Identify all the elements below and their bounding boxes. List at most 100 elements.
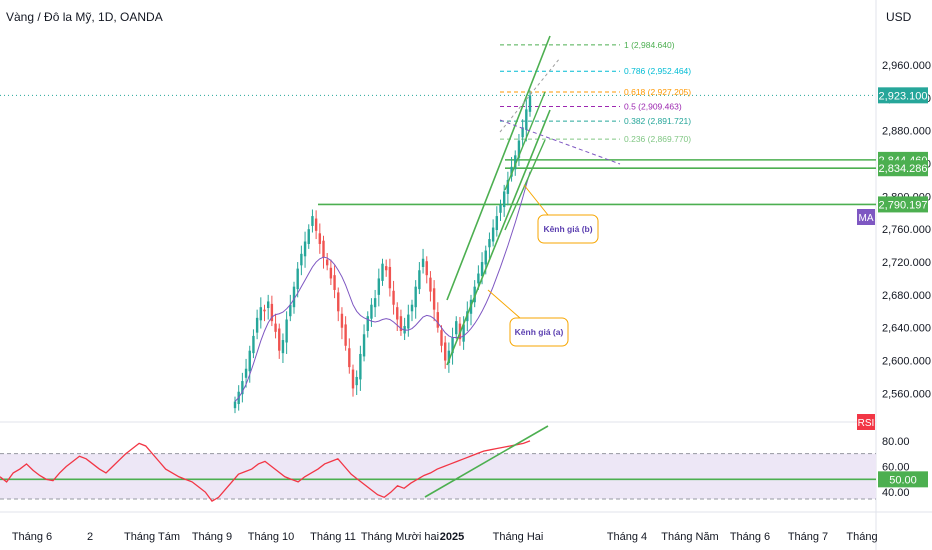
candle-body: [289, 304, 292, 317]
candle-body: [506, 179, 510, 194]
candle-body: [307, 229, 310, 244]
time-axis-tick: Tháng 9: [192, 531, 232, 543]
time-axis-tick: Tháng Năm: [661, 531, 718, 543]
rsi-axis-tick: 40.00: [882, 487, 910, 499]
candle-body: [296, 268, 299, 290]
price-axis-tick: 2,880.000: [882, 126, 931, 138]
candle-body: [373, 298, 377, 308]
candle-body: [355, 376, 358, 386]
annotation-channel-b-pointer: [523, 184, 549, 216]
candle-body: [366, 316, 369, 331]
candle-body: [488, 239, 491, 248]
price-axis-tick: 2,640.000: [882, 323, 931, 335]
candle-body: [418, 270, 421, 290]
candle-body: [370, 304, 373, 319]
candle-body: [491, 227, 495, 242]
time-axis-tick: Tháng 4: [607, 531, 647, 543]
candle-body: [362, 334, 366, 357]
fib-level-label: 0.382 (2,891.721): [624, 116, 691, 126]
rsi-axis-tick: 80.00: [882, 436, 910, 448]
time-axis-tick: Tháng Hai: [493, 531, 544, 543]
candle-body: [410, 304, 414, 312]
candle-body: [274, 323, 277, 332]
candle-body: [333, 275, 336, 290]
candle-body: [300, 253, 303, 266]
rsi-badge-label: RSI: [858, 418, 875, 429]
time-axis-tick: Tháng 11: [310, 531, 356, 543]
candle-body: [384, 266, 388, 271]
candle-body: [278, 328, 281, 351]
fib-level-label: 0.236 (2,869.770): [624, 134, 691, 144]
candle-body: [381, 263, 384, 281]
price-axis-tick: 2,600.000: [882, 356, 931, 368]
candle-body: [528, 95, 532, 112]
rsi-trendline: [424, 425, 549, 498]
candle-body: [499, 204, 502, 213]
price-axis-tick: 2,560.000: [882, 388, 931, 400]
candle-body: [517, 140, 521, 158]
candle-body: [502, 191, 506, 208]
candle-body: [285, 319, 288, 343]
annotation-channel-a-box: [509, 317, 569, 347]
candle-body: [480, 262, 484, 276]
candle-body: [281, 340, 285, 354]
candle-body: [270, 303, 274, 322]
candle-body: [477, 273, 480, 284]
candle-body: [311, 216, 314, 226]
rsi-line: [0, 440, 531, 503]
candle-body: [462, 324, 465, 342]
candle-body: [314, 218, 318, 231]
candle-body: [440, 330, 443, 346]
candle-body: [396, 307, 399, 320]
candle-body: [388, 266, 392, 289]
candle-body: [303, 241, 307, 257]
candle-body: [252, 335, 255, 354]
time-axis-tick: Tháng 6: [12, 531, 52, 543]
price-axis-tick: 2,960.000: [882, 60, 931, 72]
candle-body: [377, 278, 381, 295]
candle-body: [244, 368, 248, 378]
last-price-tag-label: 2,923.100: [879, 90, 928, 102]
candle-body: [436, 312, 440, 328]
level-tag-bg: [878, 160, 928, 177]
candle-body: [392, 290, 395, 305]
price-axis-tick: 2,680.000: [882, 290, 931, 302]
channel-a-upper-line: [446, 35, 551, 301]
candle-body: [425, 261, 428, 276]
fib-level-label: 0.618 (2,927.205): [624, 87, 691, 97]
rsi-axis-tick: 60.00: [882, 462, 910, 474]
projection-line: [499, 119, 621, 165]
annotation-channel-a-label: Kênh giá (a): [515, 327, 564, 337]
candle-body: [514, 155, 517, 170]
candle-body: [359, 353, 362, 380]
rsi-midline-tag-bg: [878, 471, 928, 488]
time-axis-tick: Tháng: [846, 531, 877, 543]
candle-body: [495, 216, 499, 231]
candle-body: [525, 109, 528, 130]
candle-body: [318, 233, 322, 244]
last-price-tag-bg: [878, 87, 928, 104]
candle-body: [233, 401, 237, 409]
candle-body: [340, 313, 344, 328]
candle-body: [510, 166, 513, 177]
candle-body: [325, 259, 329, 266]
candle-body: [432, 288, 436, 310]
candle-body: [484, 250, 487, 265]
channel-b-lower-line: [504, 139, 546, 231]
candle-body: [337, 292, 340, 312]
level-tag-label: 2,790.197: [879, 199, 928, 211]
channel-b-upper-line: [504, 91, 546, 191]
time-axis-tick: Tháng 10: [248, 531, 294, 543]
candle-body: [351, 369, 355, 389]
candle-body: [443, 342, 447, 361]
rsi-band: [0, 453, 876, 499]
time-axis-tick: Tháng Tám: [124, 531, 180, 543]
candle-body: [241, 381, 244, 395]
price-axis-tick: 2,720.000: [882, 257, 931, 269]
annotation-channel-b-label: Kênh giá (b): [543, 224, 592, 234]
candle-body: [455, 321, 458, 335]
rsi-badge-bg: [857, 414, 875, 430]
ma-badge-bg: [857, 209, 875, 225]
candle-body: [263, 309, 266, 312]
